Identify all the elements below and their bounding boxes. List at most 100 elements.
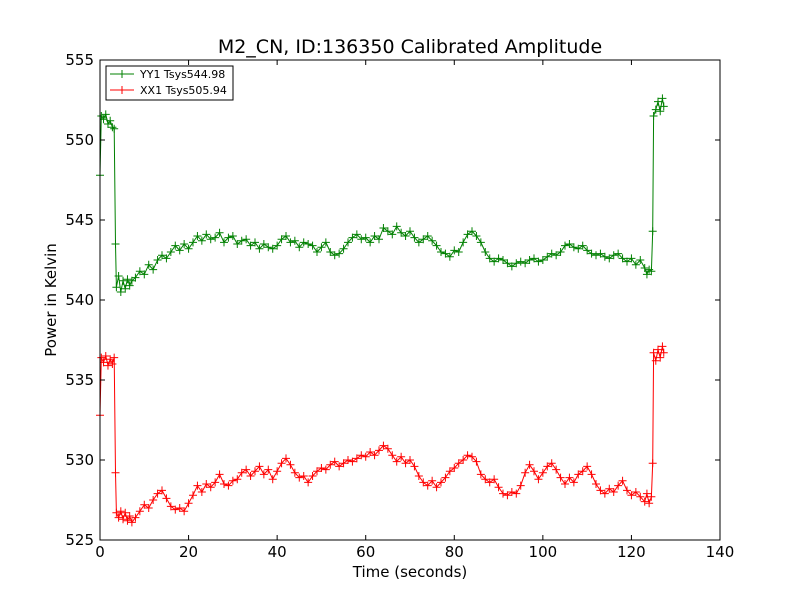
data-point (193, 481, 202, 490)
data-point (282, 454, 290, 463)
data-point (516, 481, 525, 490)
data-point (530, 467, 538, 476)
x-tick-label: 40 (268, 543, 287, 561)
data-point (99, 115, 108, 124)
data-point (237, 236, 246, 245)
x-tick-label: 20 (179, 543, 198, 561)
data-point (494, 483, 503, 492)
data-point (140, 270, 149, 279)
data-point (574, 244, 583, 253)
data-point (224, 233, 233, 242)
data-point (119, 515, 128, 524)
data-point (335, 462, 344, 471)
data-point (116, 507, 125, 516)
data-point (618, 476, 627, 485)
data-point (299, 238, 308, 247)
data-point (233, 475, 242, 484)
data-point (211, 233, 220, 242)
data-point (313, 467, 321, 476)
data-point (282, 232, 290, 240)
data-point (131, 513, 140, 522)
data-point (228, 476, 237, 485)
data-point (228, 232, 237, 240)
data-point (166, 502, 175, 511)
data-point (534, 475, 543, 484)
series-0 (96, 94, 668, 296)
data-point (556, 473, 565, 482)
data-point (485, 478, 494, 487)
data-point (651, 356, 660, 365)
data-point (419, 478, 428, 487)
data-point (193, 232, 202, 240)
data-point (437, 248, 445, 256)
data-point (112, 283, 121, 292)
data-point (202, 230, 211, 239)
data-point (428, 236, 437, 245)
data-point (110, 124, 119, 133)
data-point (255, 244, 264, 253)
data-point (406, 227, 414, 236)
data-point (552, 465, 561, 474)
data-point (654, 345, 662, 354)
data-point (397, 228, 406, 237)
y-tick-label: 555 (65, 51, 94, 69)
data-point (135, 507, 144, 516)
data-point (127, 276, 136, 285)
data-point (370, 451, 379, 460)
data-point (153, 489, 162, 498)
x-tick-label: 100 (529, 543, 558, 561)
legend-entries: YY1 Tsys544.98 XX1 Tsys505.94 (110, 68, 227, 97)
legend-label: XX1 Tsys505.94 (140, 84, 227, 97)
data-point (344, 238, 352, 247)
data-point (538, 468, 547, 477)
data-point (476, 238, 485, 247)
data-point (246, 472, 255, 480)
data-point (111, 468, 120, 477)
data-point (197, 488, 206, 496)
data-point (99, 358, 108, 367)
data-point (636, 256, 645, 264)
x-axis-label: Time (seconds) (352, 563, 468, 581)
data-point (561, 241, 569, 250)
data-point (108, 360, 117, 368)
legend: YY1 Tsys544.98 XX1 Tsys505.94 (105, 65, 234, 101)
data-point (357, 451, 366, 460)
data-point (255, 462, 264, 471)
data-point (459, 238, 468, 247)
y-tick-label: 540 (65, 291, 94, 309)
data-point (106, 116, 115, 125)
x-tick-label: 80 (445, 543, 464, 561)
data-point (445, 467, 454, 476)
data-point (308, 241, 317, 250)
data-point (366, 448, 375, 456)
data-point (344, 456, 352, 464)
data-point (339, 459, 348, 468)
data-point (521, 468, 530, 477)
data-point (538, 256, 547, 264)
data-point (450, 464, 459, 472)
data-point (286, 460, 295, 469)
data-point (490, 475, 499, 484)
data-point (428, 476, 437, 485)
data-point (330, 457, 339, 466)
data-point (648, 459, 657, 468)
data-point (507, 488, 516, 496)
legend-label: YY1 Tsys544.98 (139, 68, 225, 81)
data-point (149, 265, 158, 274)
data-point (220, 480, 228, 488)
data-point (220, 238, 228, 247)
data-point (503, 259, 512, 268)
chart-title: M2_CN, ID:136350 Calibrated Amplitude (218, 36, 602, 58)
data-point (379, 441, 388, 450)
data-point (490, 257, 499, 266)
data-point (414, 472, 423, 480)
data-point (463, 230, 472, 239)
legend-entry: XX1 Tsys505.94 (110, 84, 227, 97)
data-point (108, 123, 117, 132)
y-tick-label: 535 (65, 371, 94, 389)
data-point (388, 230, 397, 239)
data-point (264, 465, 273, 474)
data-point (507, 262, 516, 271)
data-point (476, 470, 485, 479)
data-point (158, 486, 166, 495)
